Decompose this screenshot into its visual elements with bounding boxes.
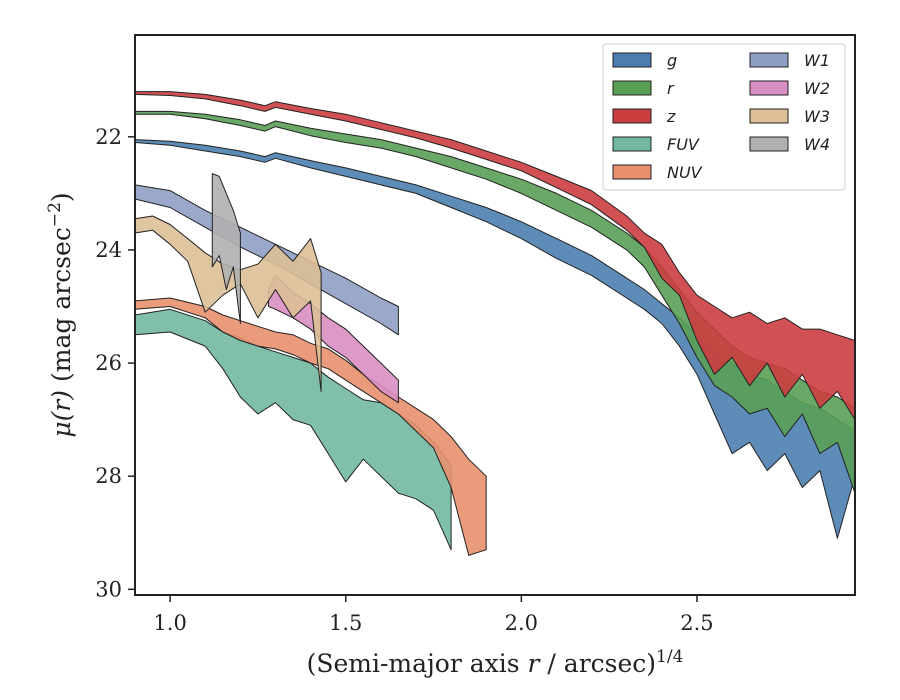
legend-swatch-w1 xyxy=(749,52,789,68)
legend-swatch-g xyxy=(612,52,652,68)
legend-label-w3: W3 xyxy=(804,107,830,126)
x-tick-label: 1.5 xyxy=(329,611,362,635)
legend-swatch-w3 xyxy=(749,108,789,124)
legend-swatch-w2 xyxy=(749,80,789,96)
legend-label-w4: W4 xyxy=(804,135,830,154)
y-axis-ticks: 22 24 26 28 30 xyxy=(95,125,135,601)
legend-swatch-nuv xyxy=(612,164,652,180)
plot-frame xyxy=(134,34,856,596)
y-tick-label: 22 xyxy=(95,125,122,149)
band-w1 xyxy=(134,184,399,336)
y-tick-label: 28 xyxy=(95,464,122,488)
legend-label-g: g xyxy=(667,51,677,70)
band-nuv xyxy=(134,297,487,556)
legend-swatch-fuv xyxy=(612,136,652,152)
legend-label-w1: W1 xyxy=(804,51,830,70)
y-tick-label: 30 xyxy=(95,577,122,601)
legend-label-nuv: NUV xyxy=(667,163,703,182)
x-axis-ticks: 1.0 1.5 2.0 2.5 xyxy=(153,595,714,635)
band-fuv xyxy=(134,308,452,551)
y-axis-label: μ(r) (mag arcsec−2) xyxy=(45,192,76,437)
y-tick-label: 26 xyxy=(95,351,122,375)
profile-bands xyxy=(134,91,856,556)
legend-label-fuv: FUV xyxy=(667,135,700,154)
legend-label-w2: W2 xyxy=(804,79,830,98)
x-tick-label: 2.5 xyxy=(680,611,713,635)
legend-swatch-w4 xyxy=(749,136,789,152)
y-tick-label: 24 xyxy=(95,238,122,262)
x-tick-label: 1.0 xyxy=(153,611,186,635)
legend-label-z: z xyxy=(666,107,676,126)
legend-label-r: r xyxy=(667,79,675,98)
legend-swatch-r xyxy=(612,80,652,96)
legend-swatch-z xyxy=(612,108,652,124)
band-w4 xyxy=(211,173,241,324)
legend: grz FUV NUV W1 W2 W3 W4 xyxy=(602,43,846,191)
band-w3 xyxy=(134,215,322,392)
x-tick-label: 2.0 xyxy=(505,611,538,635)
x-axis-label: (Semi-major axis r / arcsec)1/4 xyxy=(307,647,684,678)
